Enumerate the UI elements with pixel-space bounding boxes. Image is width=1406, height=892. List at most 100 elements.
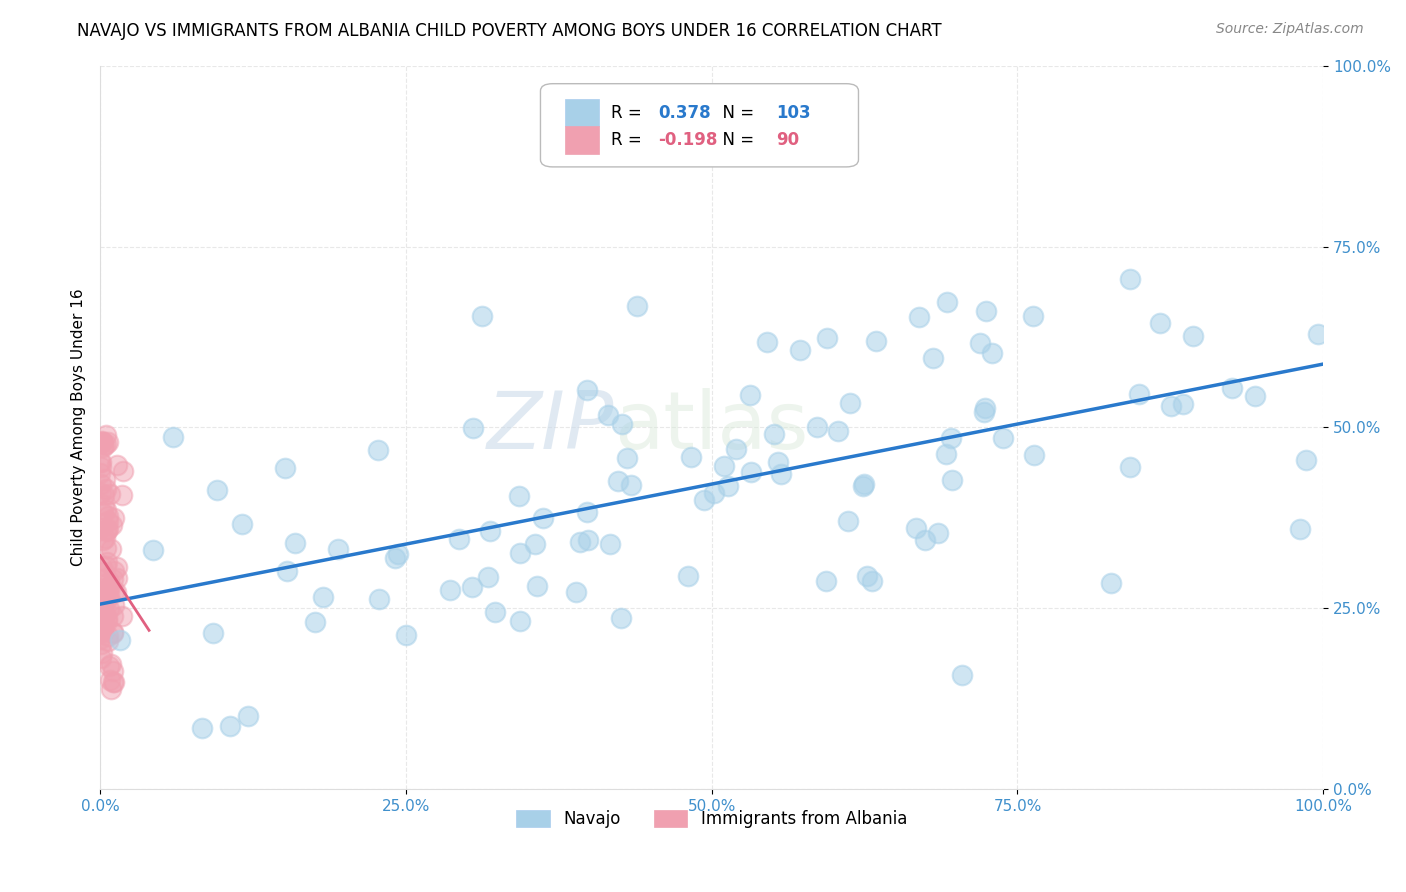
Point: [97, 587, 120, 601]
Point: [991, 431, 1014, 445]
Bar: [565, 127, 599, 154]
Point: [101, 665, 124, 679]
Point: [93, 624, 115, 638]
Point: [91, 621, 114, 635]
Point: [616, 450, 638, 465]
Point: [94, 503, 117, 517]
Point: [96, 555, 118, 569]
Point: [1306, 326, 1329, 341]
Point: [93, 531, 115, 545]
Point: [477, 570, 499, 584]
Point: [108, 632, 131, 647]
Point: [142, 542, 165, 557]
Point: [236, 709, 259, 723]
Point: [740, 388, 762, 402]
Point: [853, 477, 876, 491]
Point: [90, 558, 112, 573]
Point: [97, 514, 120, 528]
Point: [101, 609, 124, 624]
Point: [974, 304, 997, 318]
Point: [575, 505, 598, 519]
Point: [91, 609, 114, 624]
Point: [856, 569, 879, 583]
Point: [384, 550, 406, 565]
Point: [1220, 381, 1243, 395]
Text: NAVAJO VS IMMIGRANTS FROM ALBANIA CHILD POVERTY AMONG BOYS UNDER 16 CORRELATION : NAVAJO VS IMMIGRANTS FROM ALBANIA CHILD …: [77, 22, 942, 40]
Point: [98, 579, 121, 593]
Point: [914, 533, 936, 547]
Point: [865, 334, 887, 349]
Point: [91, 594, 114, 608]
Point: [935, 294, 957, 309]
Text: -0.198: -0.198: [658, 131, 717, 149]
Point: [461, 421, 484, 435]
Point: [1295, 452, 1317, 467]
Point: [368, 592, 391, 607]
Point: [724, 442, 747, 456]
Point: [111, 488, 134, 502]
Point: [439, 583, 461, 598]
Point: [740, 465, 762, 479]
Point: [94, 594, 117, 608]
Point: [103, 598, 125, 612]
Point: [626, 299, 648, 313]
Point: [980, 346, 1002, 360]
FancyBboxPatch shape: [540, 84, 859, 167]
Point: [703, 486, 725, 500]
Point: [596, 409, 619, 423]
Point: [276, 565, 298, 579]
Point: [526, 579, 548, 593]
Point: [91, 533, 114, 548]
Point: [678, 569, 700, 583]
Point: [103, 564, 125, 578]
Point: [852, 479, 875, 493]
Point: [103, 511, 125, 525]
Point: [96, 523, 118, 537]
Text: ZIP: ZIP: [486, 388, 614, 467]
Point: [93, 488, 115, 502]
Point: [610, 417, 633, 431]
Point: [922, 351, 945, 366]
Point: [1171, 397, 1194, 411]
Point: [97, 629, 120, 643]
Point: [461, 580, 484, 594]
Point: [568, 534, 591, 549]
Point: [105, 559, 128, 574]
Point: [576, 383, 599, 397]
Point: [90, 477, 112, 491]
Point: [89, 625, 111, 640]
Point: [531, 511, 554, 525]
Point: [91, 440, 114, 454]
Point: [96, 482, 118, 496]
Point: [93, 565, 115, 579]
Point: [90, 454, 112, 468]
Point: [97, 522, 120, 536]
Point: [1118, 460, 1140, 475]
Point: [96, 615, 118, 629]
Point: [576, 533, 599, 547]
Point: [91, 625, 114, 640]
Point: [94, 428, 117, 442]
Point: [1119, 272, 1142, 286]
Point: [484, 605, 506, 619]
Point: [94, 607, 117, 622]
Point: [105, 458, 128, 472]
Point: [367, 442, 389, 457]
Point: [103, 584, 125, 599]
Point: [218, 718, 240, 732]
Point: [860, 574, 883, 588]
Point: [101, 625, 124, 640]
Point: [111, 608, 134, 623]
Point: [89, 466, 111, 480]
Point: [100, 517, 122, 532]
Point: [814, 574, 837, 588]
Point: [93, 584, 115, 599]
Point: [101, 625, 124, 640]
Point: [97, 634, 120, 648]
Point: [97, 509, 120, 524]
Legend: Navajo, Immigrants from Albania: Navajo, Immigrants from Albania: [510, 804, 914, 835]
Point: [274, 460, 297, 475]
Point: [100, 541, 122, 556]
Point: [449, 533, 471, 547]
Point: [93, 506, 115, 520]
